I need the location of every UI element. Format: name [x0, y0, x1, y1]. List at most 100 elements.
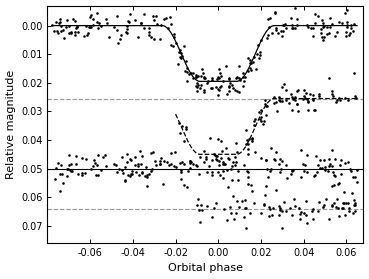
Point: [126, 20, 132, 25]
Point: [265, 175, 271, 180]
Point: [95, 26, 101, 30]
Point: [245, 175, 251, 179]
Point: [146, 172, 152, 176]
Point: [317, 157, 323, 162]
Point: [146, 30, 152, 35]
Point: [312, 107, 318, 112]
Point: [55, 29, 61, 33]
Point: [163, 16, 169, 20]
Point: [138, 21, 144, 25]
Point: [354, 168, 359, 172]
Point: [339, 201, 345, 205]
Point: [289, 167, 295, 172]
Point: [261, 119, 267, 123]
Point: [143, 165, 149, 169]
Point: [124, 23, 130, 28]
Point: [234, 160, 239, 165]
Point: [237, 205, 242, 209]
Point: [56, 21, 62, 25]
Point: [305, 108, 311, 112]
Point: [129, 172, 135, 176]
Point: [322, 164, 328, 169]
Point: [279, 34, 285, 39]
Point: [339, 206, 345, 211]
Point: [160, 181, 166, 186]
Point: [52, 177, 58, 181]
Point: [272, 157, 277, 162]
Point: [315, 163, 321, 167]
Point: [98, 167, 104, 172]
Point: [228, 167, 234, 171]
Point: [181, 44, 187, 49]
Point: [66, 163, 72, 167]
Point: [352, 208, 358, 213]
Point: [289, 213, 295, 218]
Point: [169, 42, 175, 47]
Point: [204, 81, 210, 85]
Point: [157, 158, 163, 163]
Point: [304, 23, 310, 27]
Point: [248, 61, 254, 66]
Point: [228, 211, 234, 216]
Point: [148, 151, 154, 156]
Point: [296, 88, 301, 92]
Point: [274, 109, 280, 113]
Point: [206, 164, 212, 169]
Point: [209, 169, 215, 174]
Point: [221, 207, 227, 211]
Point: [57, 20, 63, 24]
Point: [322, 167, 328, 172]
Point: [72, 19, 78, 23]
Point: [346, 209, 352, 213]
Point: [258, 53, 263, 58]
Point: [250, 60, 256, 64]
Point: [307, 92, 313, 96]
Point: [247, 211, 253, 216]
Point: [55, 161, 61, 165]
Point: [273, 27, 279, 32]
Point: [82, 171, 87, 175]
Point: [221, 175, 227, 180]
Point: [297, 212, 303, 216]
Point: [194, 203, 200, 208]
Point: [337, 213, 342, 218]
Point: [178, 177, 184, 181]
Point: [177, 131, 183, 135]
Point: [342, 11, 348, 15]
Point: [223, 64, 228, 69]
Point: [57, 189, 63, 193]
Point: [200, 74, 206, 79]
Point: [311, 174, 317, 179]
Point: [298, 210, 304, 214]
Point: [301, 88, 307, 92]
Point: [301, 94, 307, 98]
Point: [151, 37, 156, 41]
Point: [255, 43, 261, 47]
Point: [227, 205, 232, 209]
Point: [227, 89, 232, 93]
Point: [352, 175, 358, 180]
Point: [179, 160, 185, 165]
Point: [196, 171, 202, 176]
Point: [351, 21, 357, 26]
Point: [184, 185, 190, 189]
Point: [339, 21, 345, 25]
Point: [272, 10, 277, 15]
Point: [349, 191, 355, 195]
Point: [220, 79, 226, 83]
Point: [229, 178, 235, 182]
Point: [187, 166, 193, 170]
Point: [329, 88, 335, 93]
Point: [176, 49, 182, 54]
Point: [263, 158, 269, 163]
Point: [289, 95, 295, 100]
Point: [199, 208, 205, 213]
Point: [182, 183, 187, 187]
Point: [263, 112, 269, 117]
Point: [178, 168, 184, 172]
Point: [317, 165, 323, 170]
Point: [224, 92, 230, 96]
Point: [343, 34, 349, 38]
Point: [204, 157, 210, 162]
Point: [342, 95, 348, 100]
